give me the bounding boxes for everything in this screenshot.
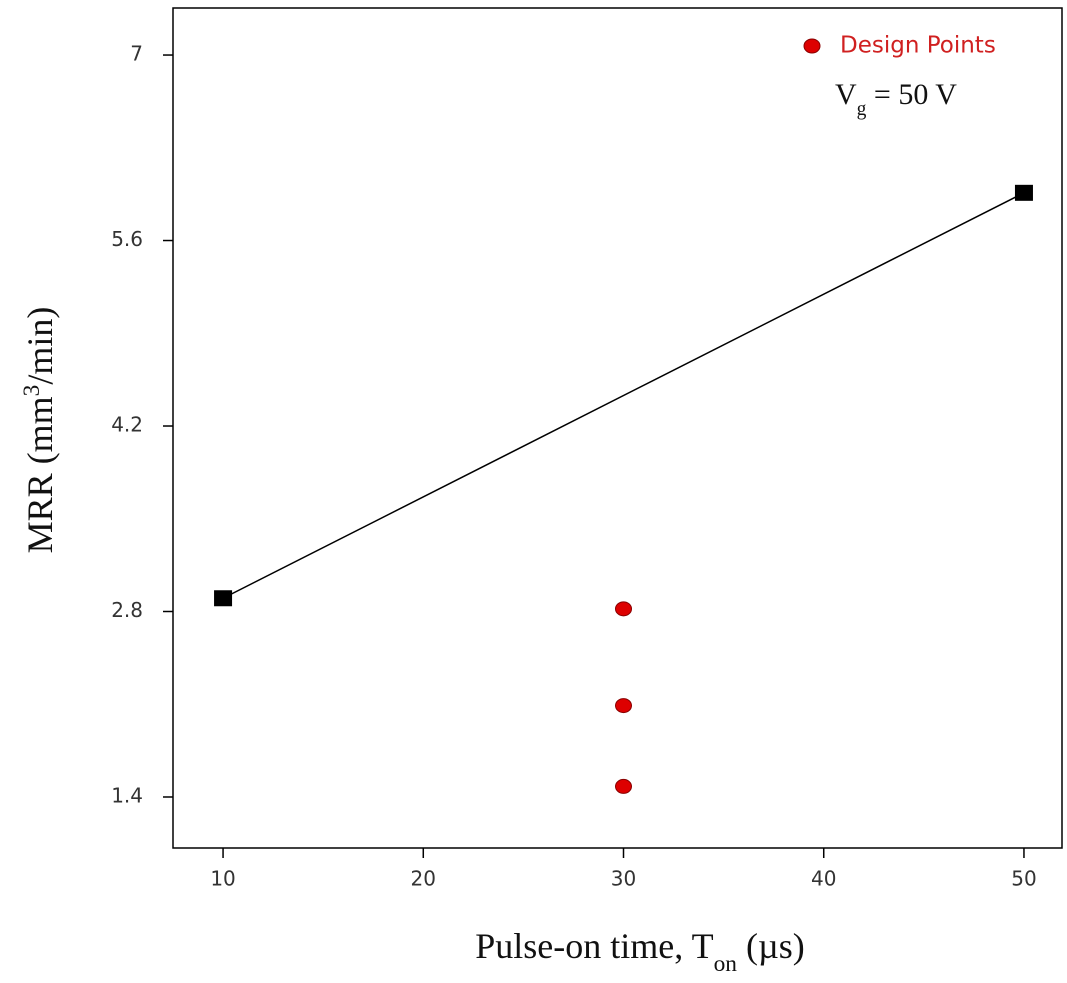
annotation-part: g — [857, 99, 867, 120]
y-tick-label: 2.8 — [111, 598, 143, 622]
y-axis-label-part: /min) — [20, 307, 60, 385]
x-axis-label-part: on — [714, 951, 738, 977]
y-axis-label-part: 3 — [19, 385, 45, 397]
y-axis-label-part: MRR (mm — [20, 396, 60, 553]
marker — [615, 698, 633, 714]
y-tick-label: 4.2 — [111, 413, 143, 437]
x-axis-label-part: (µs) — [737, 926, 805, 966]
legend-marker — [803, 38, 821, 54]
x-tick-label: 10 — [210, 867, 235, 891]
marker — [214, 590, 233, 607]
y-axis-label: MRR (mm3/min) — [19, 307, 60, 554]
marker — [1014, 184, 1033, 201]
y-tick-label: 1.4 — [111, 783, 143, 807]
y-tick-label: 5.6 — [111, 227, 143, 251]
y-tick-label: 7 — [130, 42, 143, 66]
line — [222, 192, 1025, 599]
marker — [615, 601, 633, 617]
legend-label: Design Points — [840, 33, 996, 59]
x-axis-label-part: Pulse-on time, T — [475, 926, 713, 966]
x-tick-label: 40 — [811, 867, 836, 891]
annotation: Vg = 50 V — [835, 78, 957, 120]
x-tick-label: 30 — [611, 867, 636, 891]
x-tick-label: 20 — [411, 867, 436, 891]
marker — [615, 778, 633, 794]
plot-frame — [172, 7, 1063, 849]
annotation-part: = 50 V — [866, 78, 957, 111]
annotation-part: V — [835, 78, 857, 111]
x-tick-label: 50 — [1011, 867, 1036, 891]
x-axis-label: Pulse-on time, Ton (µs) — [475, 926, 804, 977]
